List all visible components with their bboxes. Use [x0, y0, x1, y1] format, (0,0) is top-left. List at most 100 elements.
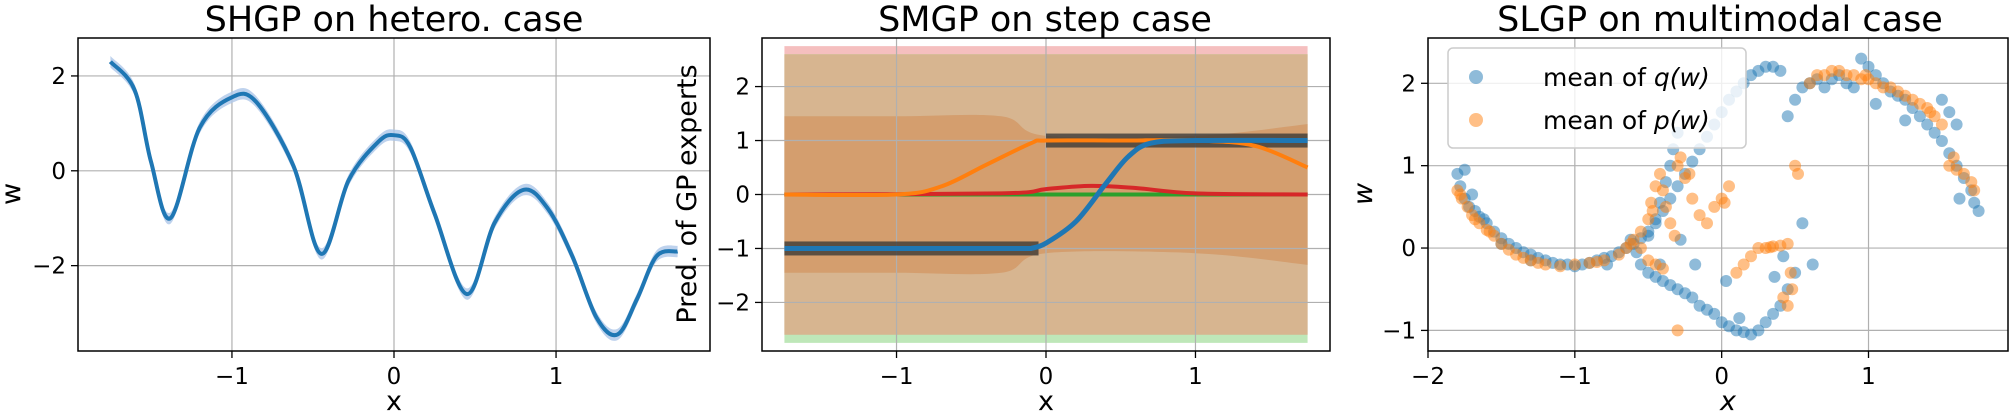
- scatter-point: [1777, 250, 1790, 263]
- panel-1-ylabel: w: [0, 183, 27, 205]
- scatter-point: [1784, 266, 1797, 279]
- scatter-point: [1701, 217, 1713, 230]
- legend-label-p: mean of p(w): [1543, 106, 1710, 135]
- mean-line: [108, 60, 679, 338]
- y-tick-label: 1: [735, 129, 750, 155]
- panel-2-title: SMGP on step case: [878, 0, 1212, 40]
- scatter-point: [1789, 93, 1802, 106]
- x-tick-label: 1: [549, 364, 564, 390]
- scatter-point: [1686, 155, 1699, 168]
- scatter-point: [1928, 126, 1941, 139]
- scatter-point: [1869, 97, 1882, 110]
- scatter-point: [1792, 167, 1804, 180]
- scatter-point: [1847, 81, 1860, 94]
- scatter-point: [1624, 237, 1637, 250]
- scatter-point: [1686, 192, 1699, 205]
- panel-3-title: SLGP on multimodal case: [1497, 0, 1943, 40]
- scatter-point: [1590, 256, 1603, 268]
- scatter-point: [1759, 316, 1772, 329]
- panel-2-series: [784, 137, 1309, 251]
- scatter-point: [1806, 258, 1819, 271]
- scatter-point: [1720, 275, 1733, 287]
- scatter-point: [1708, 200, 1721, 213]
- y-tick-label: 2: [735, 75, 750, 101]
- scatter-point: [1818, 81, 1831, 94]
- scatter-point: [1654, 167, 1666, 180]
- y-tick-label: 2: [51, 64, 66, 90]
- scatter-point: [1899, 114, 1912, 127]
- scatter-point: [1855, 52, 1868, 65]
- scatter-point: [1921, 118, 1934, 131]
- x-tick-label: −2: [1411, 364, 1445, 390]
- panel-3-ylabel: w: [1348, 182, 1379, 205]
- y-tick-label: −1: [716, 236, 750, 262]
- scatter-point: [1634, 225, 1647, 238]
- scatter-point: [1718, 196, 1731, 209]
- panel-smgp: SMGP on step case −1 0 1 −2 −1 0 1 2 x Pred. of…: [672, 0, 1331, 416]
- scatter-point: [1953, 192, 1966, 205]
- scatter-point: [1968, 184, 1981, 197]
- y-tick-label: 0: [51, 159, 66, 185]
- scatter-point: [1659, 200, 1672, 213]
- scatter-point: [1935, 93, 1948, 106]
- x-tick-label: −1: [1558, 364, 1592, 390]
- scatter-point: [1656, 262, 1669, 275]
- x-tick-label: 0: [387, 364, 402, 390]
- scatter-point: [1674, 151, 1687, 164]
- scatter-point: [1646, 205, 1659, 217]
- x-tick-label: 0: [1714, 364, 1729, 390]
- scatter-point: [1664, 217, 1677, 230]
- scatter-point: [1671, 180, 1684, 193]
- panel-2-xlabel: x: [1038, 386, 1054, 416]
- scatter-point: [1767, 307, 1780, 320]
- legend-box: [1447, 47, 1747, 149]
- scatter-point: [1454, 188, 1467, 201]
- legend-marker-p: [1469, 113, 1483, 127]
- scatter-point: [1947, 151, 1960, 164]
- panel-shgp: SHGP on hetero. case −1 0 1 −2 0 2 x w: [0, 0, 711, 416]
- scatter-point: [1554, 260, 1567, 273]
- scatter-point: [1752, 324, 1765, 337]
- scatter-point: [1935, 135, 1948, 147]
- x-tick-label: 0: [1039, 364, 1054, 390]
- scatter-point: [1671, 324, 1684, 337]
- x-tick-label: −1: [215, 364, 249, 390]
- scatter-point: [1774, 64, 1787, 77]
- scatter-point: [1708, 307, 1721, 320]
- scatter-point: [1913, 110, 1926, 123]
- scatter-point: [1656, 184, 1669, 197]
- scatter-point: [1924, 106, 1937, 119]
- scatter-point: [1935, 118, 1948, 131]
- panel-1-title: SHGP on hetero. case: [205, 0, 584, 40]
- scatter-point: [1786, 283, 1799, 296]
- panel-1-series: [108, 60, 679, 338]
- expert-mean-line: [784, 137, 1308, 251]
- y-tick-label: 0: [735, 183, 750, 209]
- scatter-point: [1796, 217, 1809, 230]
- legend-label-q: mean of q(w): [1543, 63, 1710, 92]
- scatter-point: [1568, 258, 1581, 271]
- scatter-point: [1781, 237, 1794, 250]
- scatter-point: [1745, 250, 1757, 263]
- scatter-point: [1723, 180, 1735, 193]
- panel-2-ticks: −1 0 1 −2 −1 0 1 2: [716, 75, 1203, 390]
- scatter-point: [1532, 256, 1545, 269]
- panel-3-xlabel: x: [1719, 386, 1737, 416]
- panel-1-grid: [78, 38, 710, 351]
- y-tick-label: 2: [1401, 71, 1416, 97]
- panel-1-xlabel: x: [386, 386, 402, 416]
- scatter-point: [1803, 77, 1816, 90]
- scatter-point: [1781, 110, 1794, 123]
- scatter-point: [1483, 225, 1496, 238]
- y-tick-label: 1: [1401, 154, 1416, 180]
- scatter-point: [1859, 69, 1872, 82]
- scatter-point: [1469, 213, 1481, 226]
- panel-2-ylabel: Pred. of GP experts: [672, 64, 703, 323]
- scatter-point: [1668, 229, 1681, 242]
- scatter-point: [1768, 270, 1781, 283]
- scatter-point: [1686, 291, 1699, 304]
- y-tick-label: 0: [1401, 236, 1416, 262]
- y-tick-label: −1: [1382, 318, 1416, 344]
